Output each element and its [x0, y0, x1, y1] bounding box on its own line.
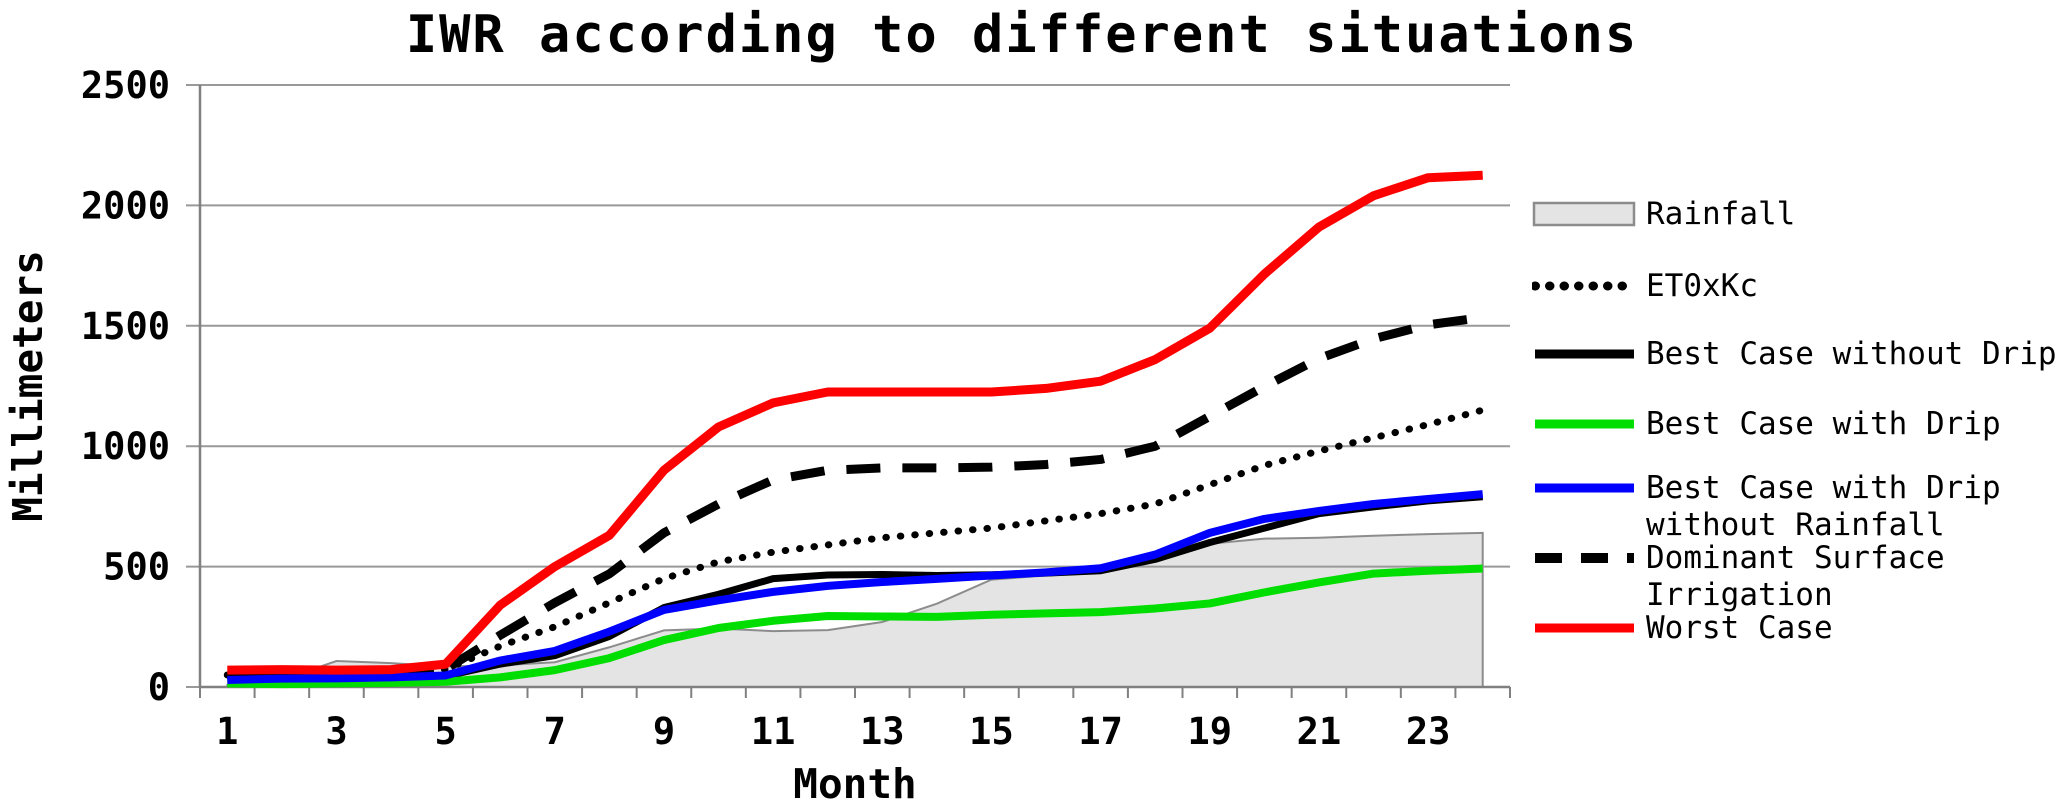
x-tick-label: 21 [1297, 710, 1342, 753]
legend-item: Worst Case [1532, 610, 1833, 647]
series-worst-case [227, 170, 1483, 675]
x-tick-label: 9 [653, 710, 675, 753]
legend-label: Best Case with Drip [1646, 406, 2001, 442]
y-tick-label: 1500 [81, 305, 170, 348]
x-tick-label: 15 [969, 710, 1014, 753]
y-tick-label: 2500 [81, 64, 170, 107]
y-axis-title: Millimeters [4, 250, 52, 522]
x-tick-label: 3 [325, 710, 347, 753]
y-tick-label: 0 [148, 666, 170, 709]
series-best-case-with-drip-without-rainfall [227, 490, 1484, 685]
legend-swatch-solid-icon [1535, 349, 1634, 359]
series-best-case-with-drip [227, 564, 1483, 689]
x-tick-label: 23 [1406, 710, 1451, 753]
legend-swatch-dotted-icon [1532, 281, 1638, 291]
legend-item: Dominant Surface Irrigation [1532, 540, 1945, 613]
legend-label: Best Case with Drip without Rainfall [1646, 470, 2001, 543]
x-tick-label: 5 [434, 710, 456, 753]
legend-swatch-solid-icon [1535, 419, 1634, 429]
legend-swatch-dashed-icon [1535, 553, 1634, 563]
x-tick-label: 19 [1188, 710, 1233, 753]
series-et0xkc [223, 406, 1487, 680]
legend-label: Best Case without Drip [1646, 336, 2057, 372]
chart-title: IWR according to different situations [406, 5, 1638, 65]
legend-item: Best Case with Drip [1532, 406, 2001, 443]
y-tick-label: 500 [103, 546, 170, 589]
x-tick-label: 17 [1078, 710, 1123, 753]
legend-swatch-area-icon [1532, 201, 1636, 227]
x-tick-label: 7 [544, 710, 566, 753]
legend-item: Best Case with Drip without Rainfall [1532, 470, 2001, 543]
legend-item: ET0xKc [1532, 268, 1758, 305]
y-tick-label: 1000 [81, 425, 170, 468]
x-tick-label: 11 [751, 710, 796, 753]
legend-swatch-solid-icon [1535, 483, 1634, 493]
legend-label: Dominant Surface Irrigation [1646, 540, 1945, 613]
legend-item: Best Case without Drip [1532, 336, 2057, 373]
legend-label: ET0xKc [1646, 268, 1758, 304]
legend-label: Rainfall [1646, 196, 1796, 232]
legend-item: Rainfall [1532, 196, 1795, 233]
series-dominant-surface-irrigation [227, 312, 1484, 681]
legend: Rainfall ET0xKc Best Case without Drip Best… [1532, 0, 2067, 812]
legend-label: Worst Case [1646, 610, 1833, 646]
x-axis-title: Month [793, 760, 916, 808]
y-tick-label: 2000 [81, 184, 170, 227]
x-tick-label: 13 [860, 710, 905, 753]
x-tick-label: 1 [216, 710, 238, 753]
legend-swatch-solid-icon [1535, 623, 1634, 633]
